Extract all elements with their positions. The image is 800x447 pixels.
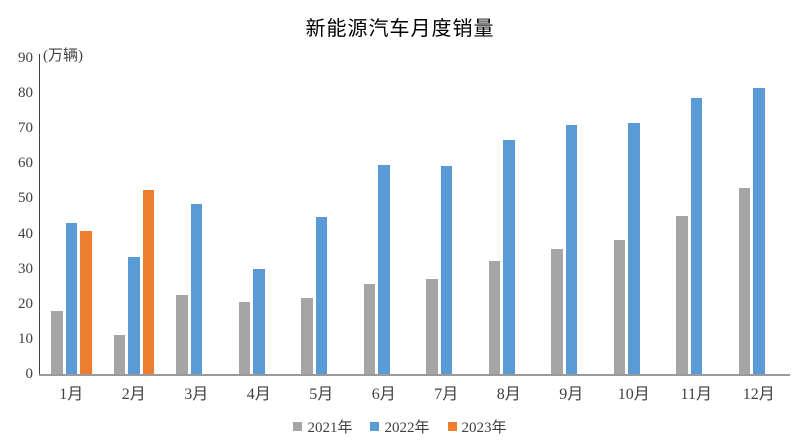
legend-label: 2021年 — [307, 420, 353, 436]
bar-2022年-1月 — [65, 222, 77, 374]
bar-2022年-12月 — [753, 88, 765, 374]
chart-legend: 2021年 2022年 2023年 — [0, 416, 800, 437]
x-tick-8月: 8月 — [496, 386, 521, 403]
x-tick-12月: 12月 — [742, 386, 775, 403]
bar-2021年-8月 — [488, 261, 500, 374]
bar-2022年-5月 — [315, 217, 327, 374]
legend-swatch-icon — [370, 422, 380, 431]
bar-group-10月 — [603, 58, 666, 374]
plot-area — [40, 58, 790, 374]
legend-swatch-icon — [293, 422, 303, 431]
bar-group-5月 — [290, 58, 353, 374]
bar-group-9月 — [540, 58, 603, 374]
x-tick-4月: 4月 — [246, 386, 271, 403]
bar-2021年-11月 — [676, 216, 688, 374]
y-axis-line — [39, 54, 40, 375]
bar-2021年-10月 — [613, 239, 625, 374]
bar-group-4月 — [228, 58, 291, 374]
legend-label: 2022年 — [384, 420, 430, 436]
x-tick-1月: 1月 — [59, 386, 84, 403]
legend-swatch-icon — [447, 422, 457, 431]
bar-2021年-7月 — [426, 278, 438, 374]
bar-group-1月 — [40, 58, 103, 374]
bar-group-7月 — [415, 58, 478, 374]
y-tick-50: 50 — [18, 190, 33, 207]
legend-item-2023年: 2023年 — [447, 416, 507, 437]
y-tick-70: 70 — [18, 120, 33, 137]
y-axis-unit-label: (万辆) — [43, 48, 83, 64]
bar-2021年-3月 — [176, 294, 188, 374]
bar-group-2月 — [103, 58, 166, 374]
bar-2022年-8月 — [503, 140, 515, 374]
bar-2023年-1月 — [80, 230, 92, 374]
legend-item-2021年: 2021年 — [293, 416, 352, 437]
y-tick-30: 30 — [18, 260, 33, 277]
bar-2021年-5月 — [301, 297, 313, 374]
bar-2021年-1月 — [51, 311, 63, 374]
bar-2022年-3月 — [190, 204, 202, 374]
x-tick-3月: 3月 — [184, 386, 209, 403]
bar-2022年-9月 — [565, 125, 577, 374]
x-tick-2月: 2月 — [121, 386, 146, 403]
bar-2022年-7月 — [440, 165, 452, 374]
x-tick-9月: 9月 — [559, 386, 584, 403]
y-tick-80: 80 — [18, 85, 33, 102]
y-tick-0: 0 — [25, 366, 34, 382]
x-tick-7月: 7月 — [434, 386, 459, 403]
x-axis-line — [39, 374, 790, 376]
legend-label: 2023年 — [461, 420, 507, 436]
bar-2021年-4月 — [238, 301, 250, 374]
bar-group-3月 — [165, 58, 228, 374]
legend-item-2022年: 2022年 — [370, 416, 430, 437]
bar-2021年-6月 — [363, 284, 375, 374]
chart-title: 新能源汽车月度销量 — [305, 18, 495, 40]
bar-group-8月 — [478, 58, 541, 374]
y-tick-90: 90 — [18, 50, 33, 66]
bar-2021年-12月 — [738, 187, 750, 374]
bar-2022年-11月 — [690, 98, 702, 374]
bar-2021年-9月 — [551, 248, 563, 374]
bar-group-11月 — [665, 58, 728, 374]
y-tick-60: 60 — [18, 155, 33, 172]
x-tick-6月: 6月 — [371, 386, 396, 403]
x-tick-11月: 11月 — [680, 386, 712, 403]
bar-group-12月 — [728, 58, 791, 374]
bar-2022年-4月 — [253, 269, 265, 374]
bar-2021年-2月 — [113, 335, 125, 374]
x-axis-labels: 1月 2月 3月 4月 5月 6月 7月 8月 9月 10月 11月 12月 — [40, 380, 790, 404]
bar-2023年-2月 — [142, 189, 154, 374]
bar-2022年-2月 — [128, 256, 140, 374]
bar-group-6月 — [353, 58, 416, 374]
y-tick-20: 20 — [18, 295, 33, 312]
bar-2022年-6月 — [378, 164, 390, 374]
bar-2022年-10月 — [628, 123, 640, 374]
y-tick-40: 40 — [18, 225, 33, 242]
y-tick-10: 10 — [18, 330, 33, 347]
x-tick-10月: 10月 — [617, 386, 650, 403]
x-tick-5月: 5月 — [309, 386, 334, 403]
